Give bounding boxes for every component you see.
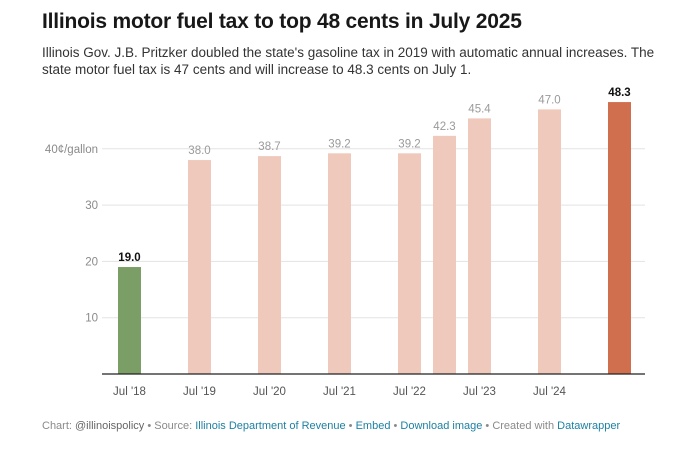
- bar-2024-07[interactable]: [538, 109, 561, 374]
- x-tick-label: Jul '23: [463, 386, 496, 398]
- value-label-2024-07: 47.0: [538, 94, 560, 106]
- footer-sep-2: •: [390, 420, 401, 432]
- bar-2020-07[interactable]: [258, 156, 281, 374]
- value-label-2022-07: 39.2: [398, 138, 420, 150]
- x-tick-label: Jul '22: [393, 386, 426, 398]
- bar-2021-07[interactable]: [328, 153, 351, 374]
- bar-2023-07[interactable]: [468, 118, 491, 374]
- bars: [118, 102, 631, 375]
- y-tick-label: 30: [85, 200, 98, 212]
- value-label-2018-07: 19.0: [118, 252, 140, 264]
- x-tick-label: Jul '20: [253, 386, 286, 398]
- y-tick-label: 20: [85, 256, 98, 268]
- footer-chart-by: @illinoispolicy: [75, 420, 145, 432]
- y-tick-label: 10: [85, 313, 98, 325]
- bar-2022-07[interactable]: [398, 153, 421, 374]
- bar-2023-01[interactable]: [433, 135, 456, 374]
- bar-2025-07[interactable]: [608, 102, 631, 375]
- footer-source-prefix: • Source:: [144, 420, 196, 432]
- x-tick-label: Jul '21: [323, 386, 356, 398]
- source-link[interactable]: Illinois Department of Revenue: [195, 420, 346, 432]
- axes: 40¢/gallon 30 20 10 Jul '18 Jul '19 Jul '20 Jul…: [45, 144, 645, 398]
- value-label-2019-07: 38.0: [188, 145, 210, 157]
- x-tick-label: Jul '24: [533, 386, 566, 398]
- value-label-2021-07: 39.2: [328, 138, 350, 150]
- bar-chart: 19.0 38.0 38.7 39.2 39.2 42.3 45.4 47.0 48.3 40¢…: [45, 87, 645, 398]
- datawrapper-link[interactable]: Datawrapper: [557, 420, 621, 432]
- value-label-2023-07: 45.4: [468, 103, 491, 115]
- chart-title: Illinois motor fuel tax to top 48 cents …: [42, 10, 522, 33]
- value-label-2025-07: 48.3: [608, 87, 630, 99]
- download-image-link[interactable]: Download image: [400, 420, 483, 432]
- chart-footer: Chart: @illinoispolicy • Source: Illinoi…: [42, 420, 672, 432]
- embed-link[interactable]: Embed: [355, 420, 391, 432]
- x-tick-label: Jul '18: [113, 386, 146, 398]
- y-tick-label: 40¢/gallon: [45, 144, 98, 156]
- bar-2018-07[interactable]: [118, 267, 141, 374]
- x-tick-label: Jul '19: [183, 386, 216, 398]
- gridlines: [102, 148, 645, 319]
- footer-sep-1: •: [345, 420, 356, 432]
- value-label-2020-07: 38.7: [258, 141, 280, 153]
- value-label-2023-01: 42.3: [433, 121, 455, 133]
- footer-chart-prefix: Chart:: [42, 420, 76, 432]
- value-labels: 19.0 38.0 38.7 39.2 39.2 42.3 45.4 47.0 48.3: [118, 87, 630, 264]
- footer-created-prefix: • Created with: [482, 420, 558, 432]
- bar-2019-07[interactable]: [188, 160, 211, 374]
- chart-subtitle: Illinois Gov. J.B. Pritzker doubled the …: [42, 45, 655, 77]
